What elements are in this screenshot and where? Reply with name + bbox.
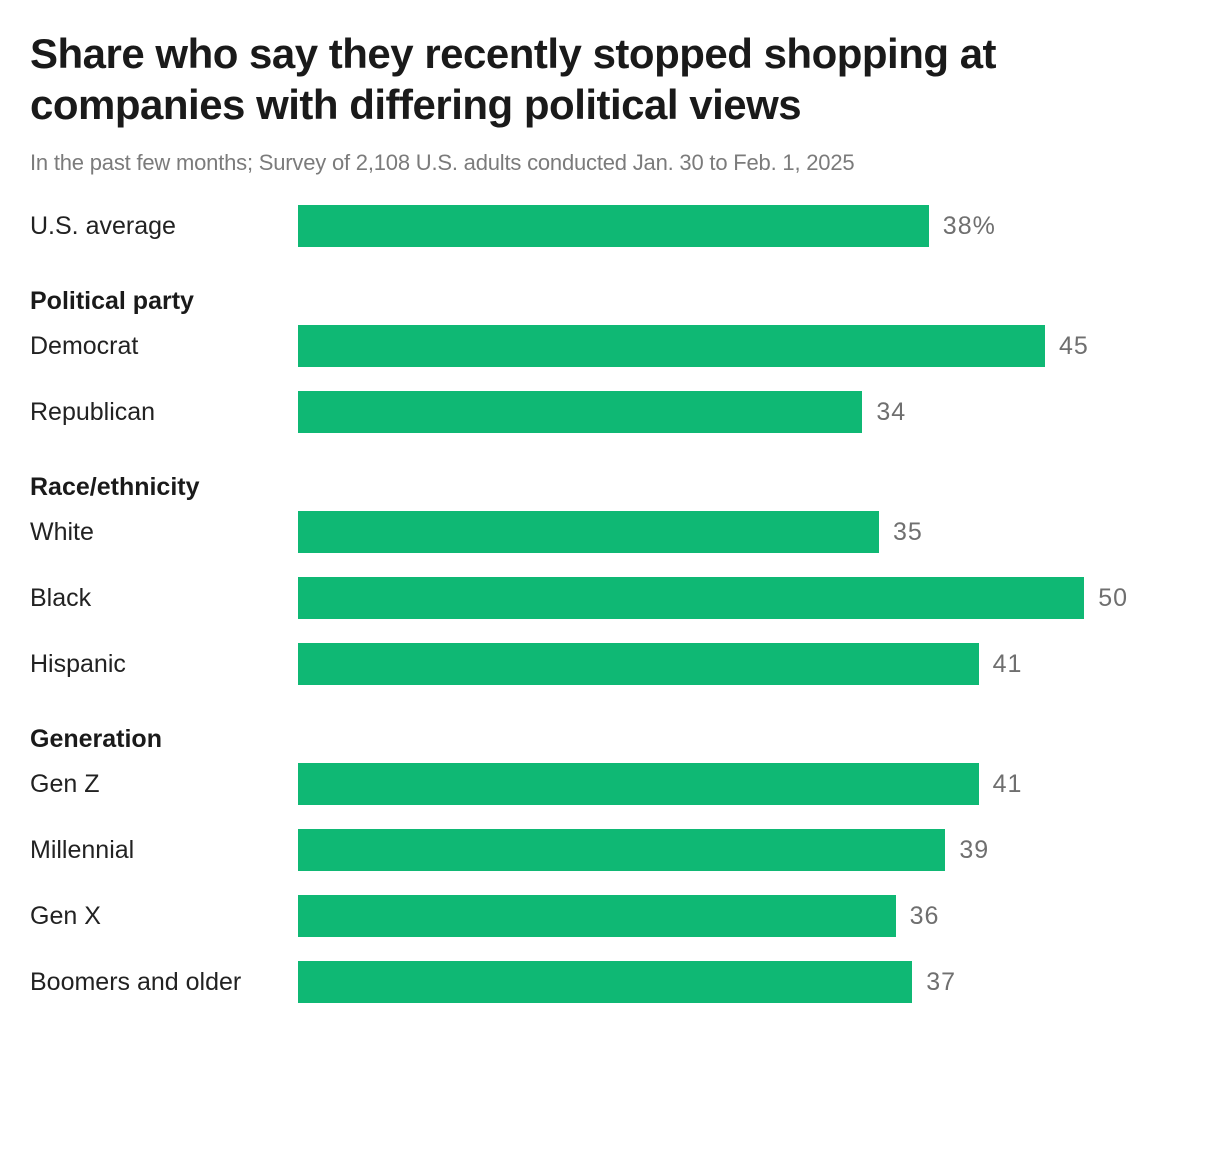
chart-subtitle: In the past few months; Survey of 2,108 … xyxy=(30,150,1190,176)
group-header-spacer xyxy=(298,250,1190,322)
bar-cell: 50 xyxy=(298,574,1190,622)
bar-cell: 34 xyxy=(298,388,1190,436)
row-label: Gen Z xyxy=(30,760,298,808)
row-label: U.S. average xyxy=(30,202,298,250)
row-label: Black xyxy=(30,574,298,622)
bar-track: 50 xyxy=(298,577,1128,619)
bar-value: 45 xyxy=(1059,332,1089,361)
bar-value: 41 xyxy=(993,650,1023,679)
chart-title: Share who say they recently stopped shop… xyxy=(30,28,1190,130)
bar-cell: 37 xyxy=(298,958,1190,1006)
group-header: Race/ethnicity xyxy=(30,436,298,508)
bar xyxy=(298,829,945,871)
bar-track: 41 xyxy=(298,763,1128,805)
bar-cell: 38% xyxy=(298,202,1190,250)
bar-cell: 35 xyxy=(298,508,1190,556)
bar-value: 36 xyxy=(910,902,940,931)
bar xyxy=(298,391,862,433)
bar xyxy=(298,643,979,685)
bar-track: 45 xyxy=(298,325,1128,367)
bar-value: 35 xyxy=(893,518,923,547)
bar xyxy=(298,895,896,937)
bar-cell: 45 xyxy=(298,322,1190,370)
bar-value: 37 xyxy=(926,968,956,997)
bar-cell: 41 xyxy=(298,640,1190,688)
bar xyxy=(298,511,879,553)
row-label: Hispanic xyxy=(30,640,298,688)
bar-track: 38% xyxy=(298,205,1128,247)
group-header-spacer xyxy=(298,688,1190,760)
group-header: Political party xyxy=(30,250,298,322)
group-header-spacer xyxy=(298,436,1190,508)
bar-track: 35 xyxy=(298,511,1128,553)
bar xyxy=(298,205,929,247)
group-header: Generation xyxy=(30,688,298,760)
bar-value: 38% xyxy=(943,212,996,241)
bar-cell: 39 xyxy=(298,826,1190,874)
bar xyxy=(298,763,979,805)
row-label: Millennial xyxy=(30,826,298,874)
bar-cell: 41 xyxy=(298,760,1190,808)
bar-value: 39 xyxy=(959,836,989,865)
bar-track: 41 xyxy=(298,643,1128,685)
bar-value: 34 xyxy=(876,398,906,427)
bar-track: 36 xyxy=(298,895,1128,937)
bar-value: 50 xyxy=(1098,584,1128,613)
bar-track: 39 xyxy=(298,829,1128,871)
bar-value: 41 xyxy=(993,770,1023,799)
row-label: White xyxy=(30,508,298,556)
bar xyxy=(298,325,1045,367)
row-label: Democrat xyxy=(30,322,298,370)
bar-cell: 36 xyxy=(298,892,1190,940)
bar-chart: U.S. average 38% Political partyDemocrat 45… xyxy=(30,202,1190,1006)
bar xyxy=(298,577,1084,619)
row-label: Republican xyxy=(30,388,298,436)
bar-track: 37 xyxy=(298,961,1128,1003)
bar xyxy=(298,961,912,1003)
row-label: Gen X xyxy=(30,892,298,940)
bar-track: 34 xyxy=(298,391,1128,433)
row-label: Boomers and older xyxy=(30,958,298,1006)
